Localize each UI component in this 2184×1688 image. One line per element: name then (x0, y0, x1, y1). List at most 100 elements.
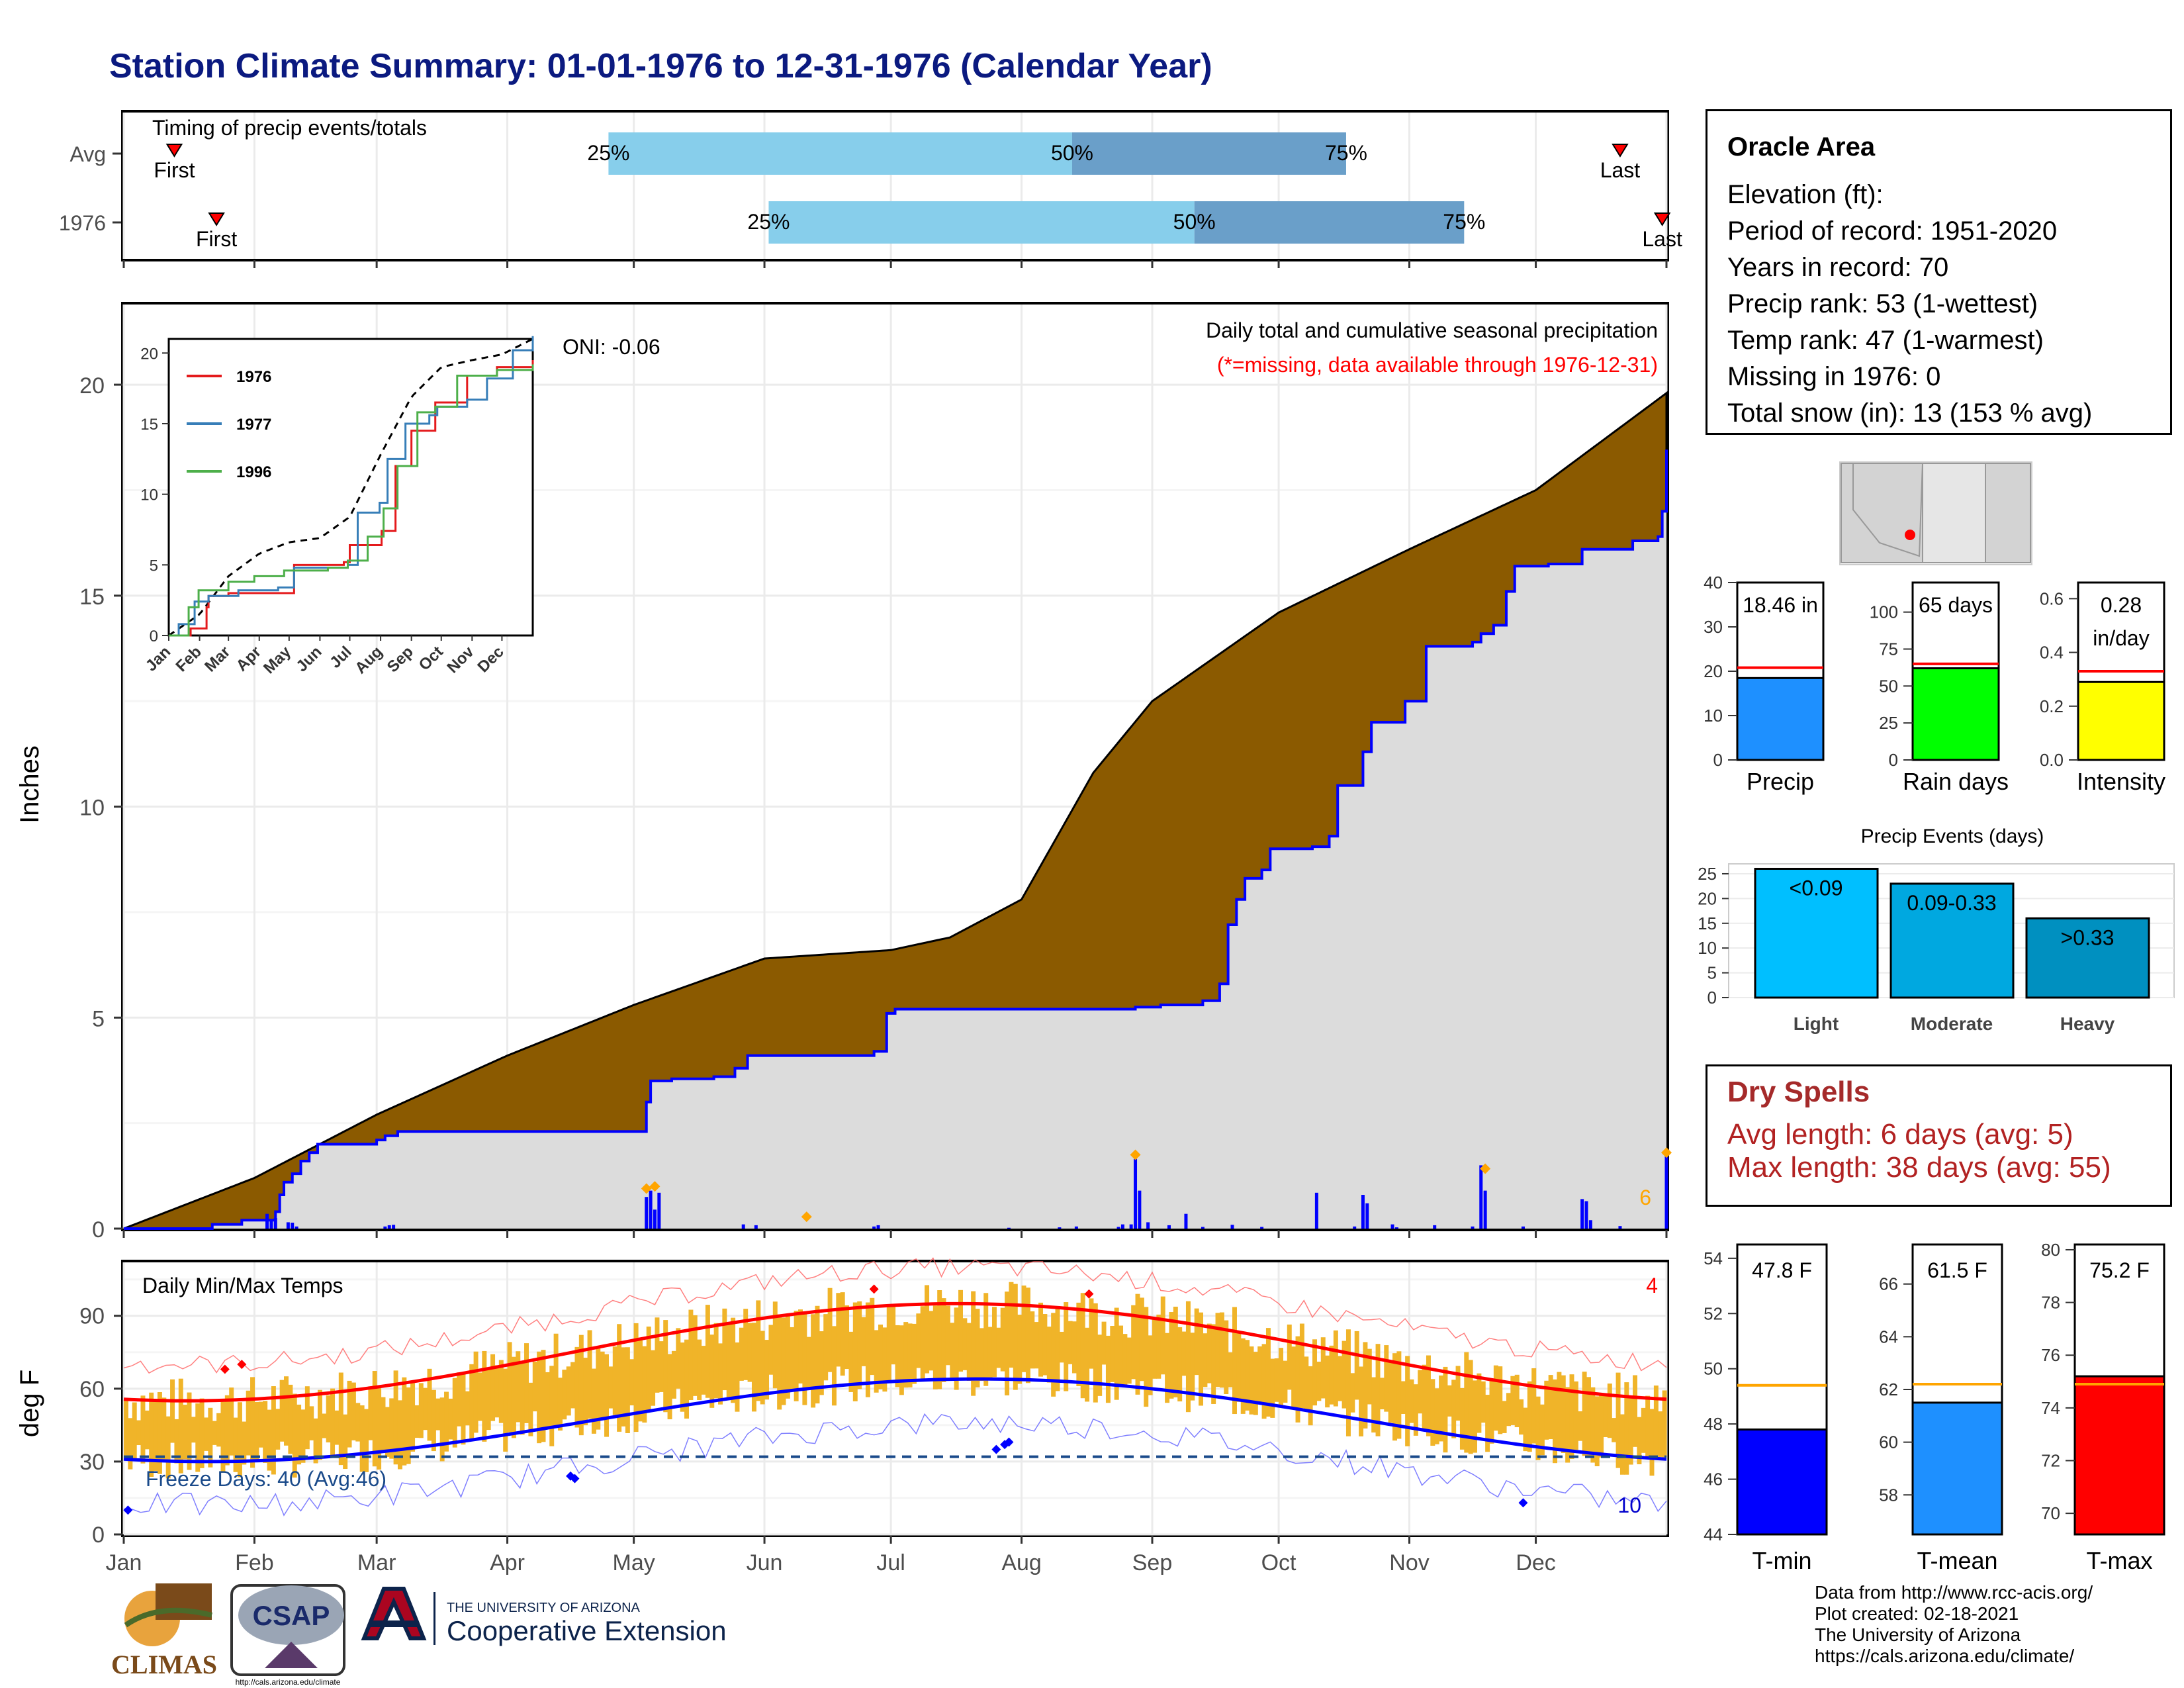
daily-temp-bar (170, 1379, 175, 1443)
daily-temp-bar (713, 1323, 719, 1399)
daily-temp-bar (1578, 1411, 1583, 1441)
station-info-line: Elevation (ft): (1727, 180, 1884, 209)
daily-temp-bar (562, 1370, 567, 1420)
daily-temp-bar (1468, 1360, 1473, 1454)
inset-avg-line (168, 338, 533, 637)
events-tick-label: 25 (1698, 864, 1717, 884)
daily-temp-bar (1265, 1328, 1271, 1417)
daily-precip-bar (1184, 1213, 1188, 1229)
daily-temp-bar (1422, 1364, 1427, 1429)
daily-temp-bar (1211, 1324, 1216, 1404)
daily-temp-bar (1299, 1323, 1304, 1409)
daily-temp-bar (309, 1406, 314, 1440)
daily-temp-bar (258, 1401, 263, 1448)
last-marker (1653, 212, 1671, 226)
daily-temp-bar (920, 1306, 925, 1380)
daily-temp-bar (621, 1347, 626, 1427)
daily-temp-bar (393, 1370, 398, 1465)
daily-temp-bar (743, 1309, 749, 1380)
daily-temp-bar (1649, 1409, 1655, 1476)
daily-temp-bar (844, 1305, 850, 1370)
temp-header: Daily Min/Max Temps (142, 1274, 343, 1297)
daily-temp-bar (1502, 1401, 1507, 1433)
events-category-label: Light (1794, 1013, 1839, 1034)
daily-temp-bar (149, 1392, 154, 1477)
daily-temp-bar (136, 1420, 142, 1446)
temp-tick-label: 80 (2041, 1240, 2060, 1260)
daily-temp-bar (1439, 1375, 1444, 1442)
daily-precip-bar (1058, 1227, 1062, 1229)
temp-name-label: T-mean (1917, 1547, 1997, 1574)
daily-temp-bar (802, 1313, 807, 1405)
daily-temp-bar (347, 1380, 352, 1448)
summary-value-label: in/day (2093, 626, 2149, 650)
daily-temp-bar (490, 1354, 496, 1421)
daily-temp-bar (465, 1391, 470, 1426)
inset-legend-label: 1996 (236, 463, 271, 481)
daily-temp-bar (1451, 1380, 1457, 1438)
daily-temp-bar (263, 1401, 268, 1463)
temp-tick-label: 78 (2041, 1293, 2060, 1313)
daily-temp-bar (1291, 1346, 1297, 1408)
daily-temp-bar (1619, 1414, 1625, 1475)
daily-precip-bar (1116, 1227, 1120, 1229)
daily-temp-bar (330, 1388, 336, 1458)
temp-count-high: 4 (1646, 1274, 1658, 1297)
daily-temp-bar (718, 1343, 723, 1405)
daily-temp-bar (684, 1339, 690, 1419)
daily-temp-bar (836, 1293, 841, 1367)
daily-precip-bar (1138, 1190, 1142, 1229)
daily-temp-bar (979, 1328, 984, 1382)
daily-temp-bar (1071, 1321, 1077, 1374)
temp-tick-label: 74 (2041, 1398, 2060, 1418)
first-marker (208, 212, 225, 226)
daily-temp-bar (1025, 1288, 1030, 1383)
temp-tick-label: 52 (1704, 1303, 1723, 1323)
daily-temp-bar (1535, 1396, 1541, 1460)
daily-temp-bar (124, 1399, 128, 1457)
daily-temp-bar (1325, 1355, 1330, 1408)
daily-precip-bar (1260, 1227, 1264, 1229)
daily-temp-bar (633, 1323, 639, 1432)
temp-name-label: T-max (2086, 1547, 2152, 1574)
daily-temp-bar (857, 1301, 862, 1389)
daily-temp-bar (651, 1350, 656, 1406)
daily-temp-bar (1624, 1382, 1629, 1475)
temp-tick-label: 76 (2041, 1345, 2060, 1365)
svg-text:CLIMAS: CLIMAS (111, 1650, 217, 1679)
heavy-event-marker (649, 1181, 660, 1192)
daily-precip-bar (876, 1225, 880, 1229)
daily-temp-bar (452, 1378, 457, 1448)
daily-temp-bar (731, 1317, 736, 1403)
summary-bar (1911, 667, 2000, 761)
precip-missing-note: (*=missing, data available through 1976-… (1217, 353, 1658, 377)
events-bar (2025, 917, 2150, 999)
daily-temp-bar (1308, 1366, 1313, 1426)
daily-temp-bar (1582, 1372, 1587, 1456)
daily-temp-bar (1105, 1335, 1111, 1403)
daily-temp-bar (1506, 1393, 1511, 1427)
daily-temp-bar (1413, 1384, 1418, 1436)
timing-pct-label: 25% (587, 141, 629, 165)
daily-temp-bar (1131, 1305, 1136, 1380)
daily-precip-bar (1584, 1201, 1588, 1229)
daily-temp-bar (1203, 1333, 1208, 1387)
daily-temp-bar (1110, 1326, 1115, 1382)
daily-temp-bar (1135, 1293, 1140, 1395)
events-tick-label: 0 (1707, 988, 1717, 1008)
month-label: Apr (490, 1550, 525, 1575)
summary-tick-label: 0 (1713, 750, 1723, 770)
daily-precip-bar (754, 1225, 758, 1229)
daily-temp-bar (1156, 1314, 1161, 1379)
station-location-marker (1905, 530, 1915, 540)
inset-legend-label: 1976 (236, 368, 271, 386)
daily-precip-bar (387, 1225, 391, 1229)
temp-tick-label: 58 (1879, 1485, 1898, 1505)
record-high-marker (237, 1360, 247, 1370)
precip-header: Daily total and cumulative seasonal prec… (1206, 318, 1658, 342)
year-cumulative-area (124, 449, 1666, 1229)
daily-precip-bar (653, 1209, 657, 1229)
daily-temp-bar (254, 1401, 259, 1462)
daily-temp-bar (655, 1317, 660, 1393)
daily-temp-bar (1350, 1373, 1355, 1413)
